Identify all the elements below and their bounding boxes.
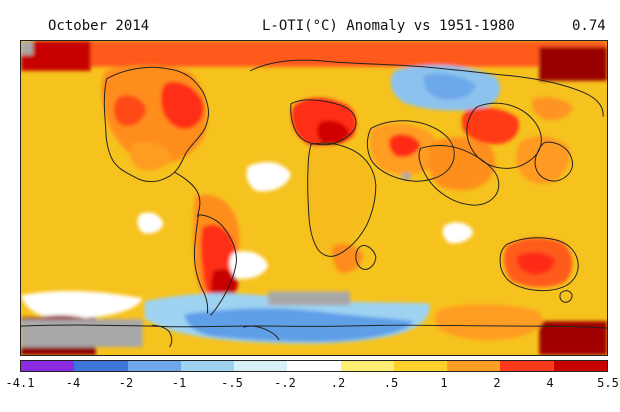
world-anomaly-svg — [21, 41, 607, 355]
legend-tick-label: -4 — [65, 376, 81, 390]
legend-tick-label: -1 — [171, 376, 187, 390]
coastlines — [21, 59, 607, 348]
legend-tick-label: 2 — [493, 376, 501, 390]
legend-tick-label: 1 — [440, 376, 448, 390]
legend-color-segment — [287, 361, 341, 371]
legend-color-segment — [74, 361, 128, 371]
period-label: October 2014 — [48, 18, 150, 34]
legend-tick-label: .2 — [330, 376, 346, 390]
legend: -4.1 -4 -2 -1 -.5 -.2 .2 .5 1 2 4 5.5 — [6, 360, 619, 410]
legend-tick-label: 5.5 — [597, 376, 619, 390]
legend-color-segment — [447, 361, 501, 371]
legend-color-segment — [393, 361, 448, 371]
temperature-anomaly-map — [20, 40, 608, 356]
legend-tick-labels: -4.1 -4 -2 -1 -.5 -.2 .2 .5 1 2 4 5.5 — [6, 376, 619, 396]
legend-color-segment — [127, 361, 181, 371]
legend-color-segment — [553, 361, 607, 371]
legend-tick-label: -.5 — [221, 376, 243, 390]
legend-tick-label: 4 — [546, 376, 554, 390]
legend-tick-label: .5 — [383, 376, 399, 390]
legend-tick-label: -2 — [118, 376, 134, 390]
legend-color-segment — [500, 361, 554, 371]
legend-color-bar — [20, 360, 608, 372]
legend-color-segment — [21, 361, 75, 371]
anomaly-regions — [21, 41, 607, 355]
legend-color-segment — [180, 361, 235, 371]
legend-tick-label: -4.1 — [5, 376, 35, 390]
legend-color-segment — [340, 361, 394, 371]
legend-tick-label: -.2 — [274, 376, 296, 390]
global-mean-value: 0.74 — [572, 18, 606, 34]
map-header: October 2014 L-OTI(°C) Anomaly vs 1951-1… — [0, 0, 620, 38]
legend-color-segment — [234, 361, 288, 371]
map-title: L-OTI(°C) Anomaly vs 1951-1980 — [262, 18, 515, 34]
